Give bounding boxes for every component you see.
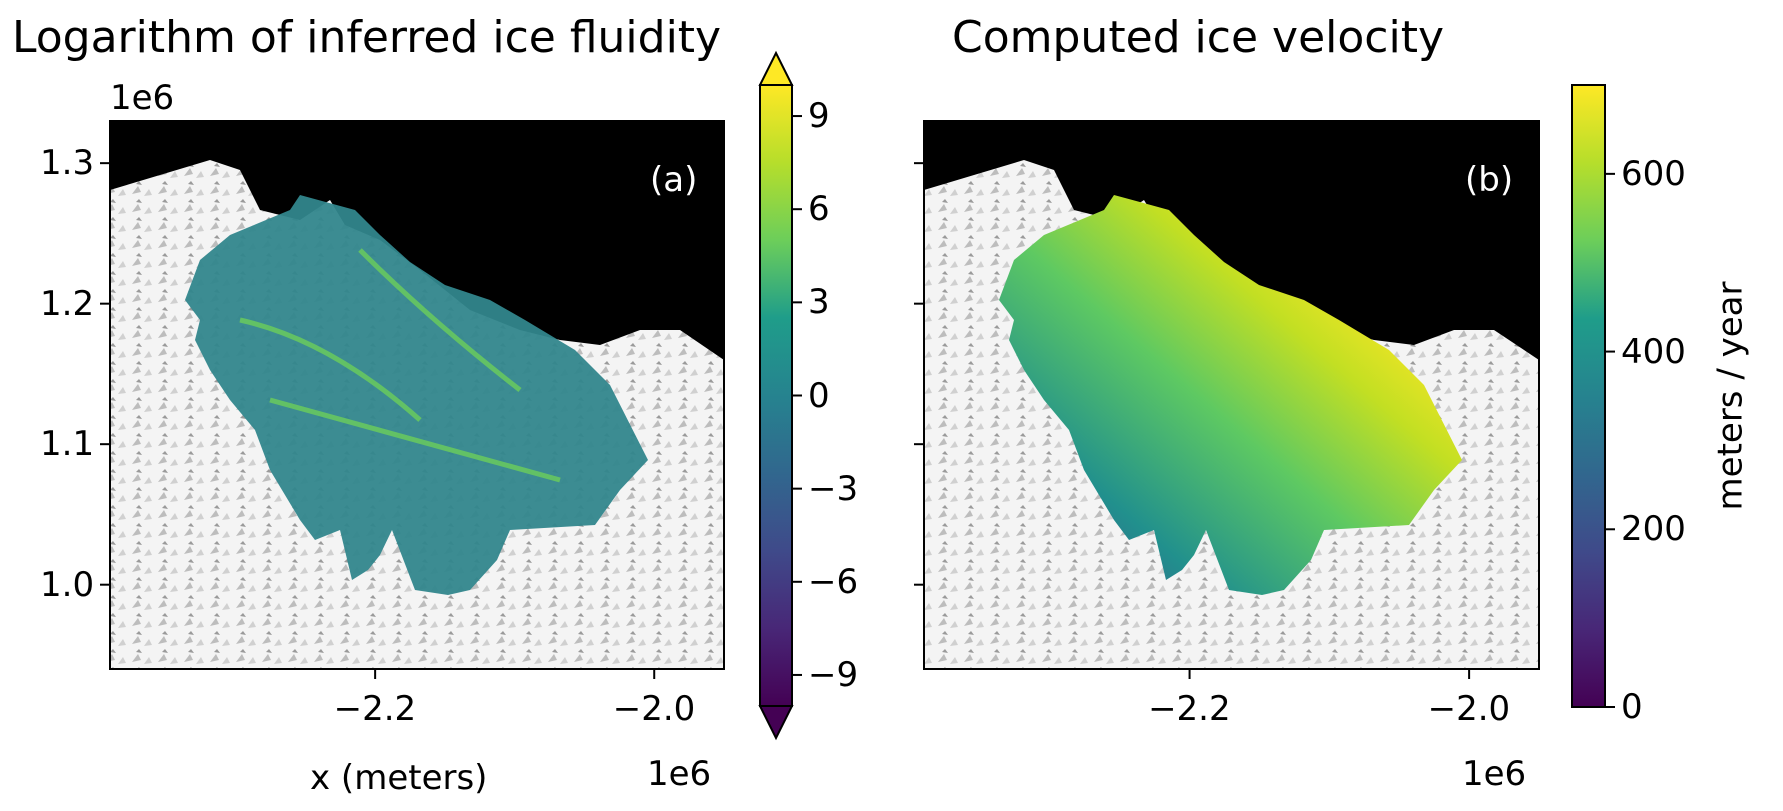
panel-b-map xyxy=(924,121,1539,669)
panel-a-y-tick-label: 1.0 xyxy=(40,564,95,605)
panel-b-frame xyxy=(923,120,1540,670)
colorbar-a-body xyxy=(760,85,792,706)
colorbar-b-tick-label: 400 xyxy=(1621,331,1686,372)
panel-a-frame xyxy=(109,120,725,670)
colorbar-b xyxy=(1571,84,1606,708)
colorbar-b-tick-label: 200 xyxy=(1621,509,1686,550)
panel-a-x-offset: 1e6 xyxy=(647,754,712,794)
panel-b-x-tick-label: −2.0 xyxy=(1427,689,1511,729)
colorbar-a-tick-label: 0 xyxy=(808,375,830,416)
panel-b-velocity-field xyxy=(999,195,1462,595)
colorbar-a-tick-label: −9 xyxy=(808,654,859,695)
colorbar-a-tick-label: 9 xyxy=(808,96,830,137)
colorbar-a-extend-min xyxy=(758,705,794,741)
panel-a-y-offset: 1e6 xyxy=(110,78,175,118)
colorbar-b-body xyxy=(1572,85,1605,707)
panel-b-x-tick-label: −2.2 xyxy=(1148,689,1231,729)
panel-a-y-tick-label: 1.3 xyxy=(40,143,95,184)
panel-a-label: (a) xyxy=(650,160,698,200)
panel-a-x-tick-label: −2.2 xyxy=(333,689,417,729)
panel-a-x-tick-label: −2.0 xyxy=(612,689,696,729)
colorbar-a-tick-label: −3 xyxy=(808,468,859,509)
colorbar-a-tick-label: −6 xyxy=(808,561,859,602)
colorbar-b-tick-label: 600 xyxy=(1621,153,1686,194)
panel-a-streaks xyxy=(239,248,561,483)
colorbar-a xyxy=(758,50,794,741)
panel-a-title: Logarithm of inferred ice fluidity xyxy=(12,12,722,63)
colorbar-b-tick-label: 0 xyxy=(1621,687,1643,727)
panel-b-title: Computed ice velocity xyxy=(952,12,1444,63)
panel-a-map xyxy=(110,121,724,669)
panel-a-x-axis-title: x (meters) xyxy=(310,758,488,798)
colorbar-a-tick-label: 3 xyxy=(808,282,830,323)
colorbar-b-label: meters / year xyxy=(1709,281,1750,511)
panel-a-y-tick-label: 1.2 xyxy=(40,283,95,324)
panel-a-y-tick-label: 1.1 xyxy=(40,424,95,465)
panel-a-fluidity-field xyxy=(185,195,648,595)
panel-b-x-offset: 1e6 xyxy=(1462,754,1527,794)
colorbar-a-tick-label: 6 xyxy=(808,189,830,230)
panel-b-label: (b) xyxy=(1465,160,1514,200)
colorbar-a-extend-max xyxy=(758,50,794,86)
